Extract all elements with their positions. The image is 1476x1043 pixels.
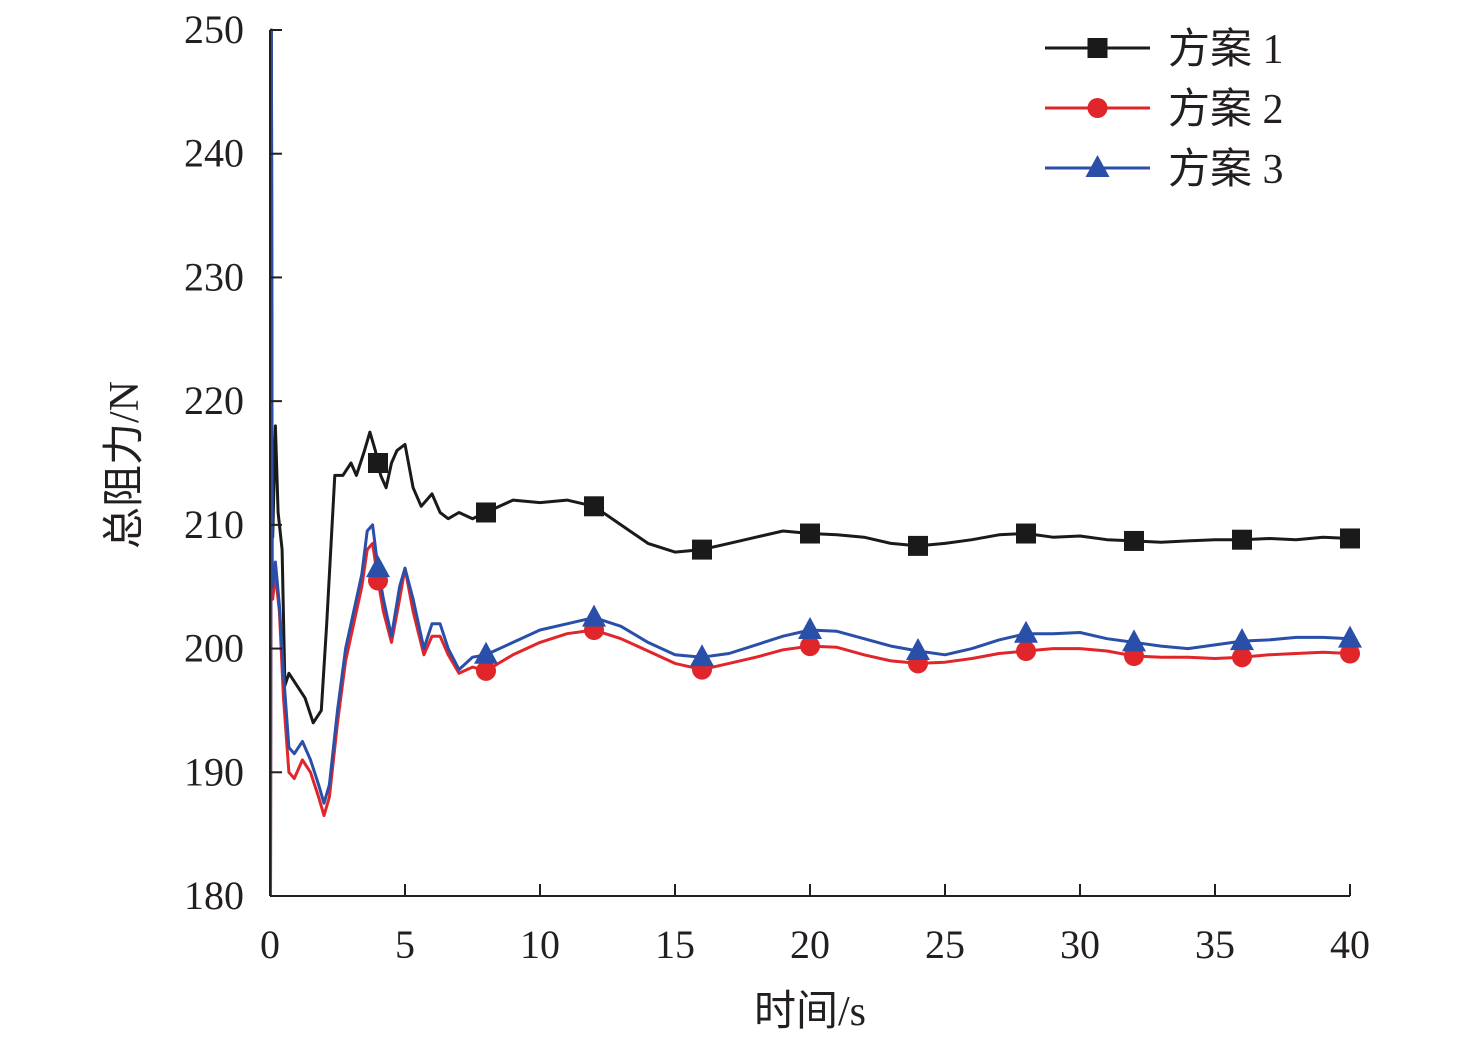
series-1-marker <box>1124 530 1144 551</box>
x-tick-label: 5 <box>395 922 415 967</box>
y-tick-label: 180 <box>184 873 244 918</box>
series-1-marker <box>908 535 928 556</box>
series-3-marker <box>690 644 714 667</box>
x-tick-label: 25 <box>925 922 965 967</box>
series-2-marker <box>800 636 820 657</box>
legend-marker-1 <box>1087 38 1108 58</box>
x-tick-label: 30 <box>1060 922 1100 967</box>
series-3-marker <box>1014 620 1038 643</box>
x-axis-title: 时间/s <box>754 989 866 1035</box>
series-1-marker <box>584 496 604 517</box>
x-tick-label: 40 <box>1330 922 1370 967</box>
series-1-marker <box>1340 528 1360 549</box>
x-tick-label: 10 <box>520 922 560 967</box>
series-3-marker <box>1122 629 1146 652</box>
legend-label-1: 方案 1 <box>1168 26 1284 73</box>
series-3-marker <box>906 638 930 661</box>
y-axis-title: 总阻力/N <box>102 381 148 549</box>
plot-markers <box>366 453 1362 681</box>
x-tick-label: 15 <box>655 922 695 967</box>
series-3-marker <box>474 641 498 664</box>
y-tick-label: 190 <box>184 749 244 794</box>
series-1-marker <box>1232 529 1252 550</box>
series-3-marker <box>1230 628 1254 651</box>
axes <box>269 29 1351 897</box>
x-tick-label: 35 <box>1195 922 1235 967</box>
legend: 方案 1 方案 2 方案 3 <box>1045 26 1284 193</box>
y-tick-label: 210 <box>184 502 244 547</box>
series-3-marker <box>366 555 390 578</box>
legend-label-3: 方案 3 <box>1168 146 1284 193</box>
y-tick-label: 240 <box>184 131 244 176</box>
series-2-marker <box>1340 643 1360 664</box>
y-tick-label: 250 <box>184 7 244 52</box>
series-3-marker <box>798 617 822 640</box>
series-2-marker <box>1232 647 1252 668</box>
series-3-marker <box>1338 625 1362 648</box>
series-2-marker <box>1016 641 1036 662</box>
legend-marker-2 <box>1087 98 1108 118</box>
series-2-marker <box>476 660 496 681</box>
series-1-marker <box>368 453 388 473</box>
series-1-marker <box>800 523 820 544</box>
y-tick-label: 230 <box>184 254 244 299</box>
y-tick-label: 200 <box>184 626 244 671</box>
legend-marker-3 <box>1085 155 1110 177</box>
tick-labels: 180 190 200 210 220 230 240 250 0 5 10 15 20 25 30 35 40 <box>184 7 1370 967</box>
series-1-marker <box>692 539 712 560</box>
y-tick-label: 220 <box>184 378 244 423</box>
x-tick-label: 20 <box>790 922 830 967</box>
series-3-marker <box>582 604 606 627</box>
legend-label-2: 方案 2 <box>1168 86 1284 133</box>
series-1-marker <box>1016 523 1036 544</box>
series-1-marker <box>476 502 496 523</box>
x-tick-label: 0 <box>260 922 280 967</box>
